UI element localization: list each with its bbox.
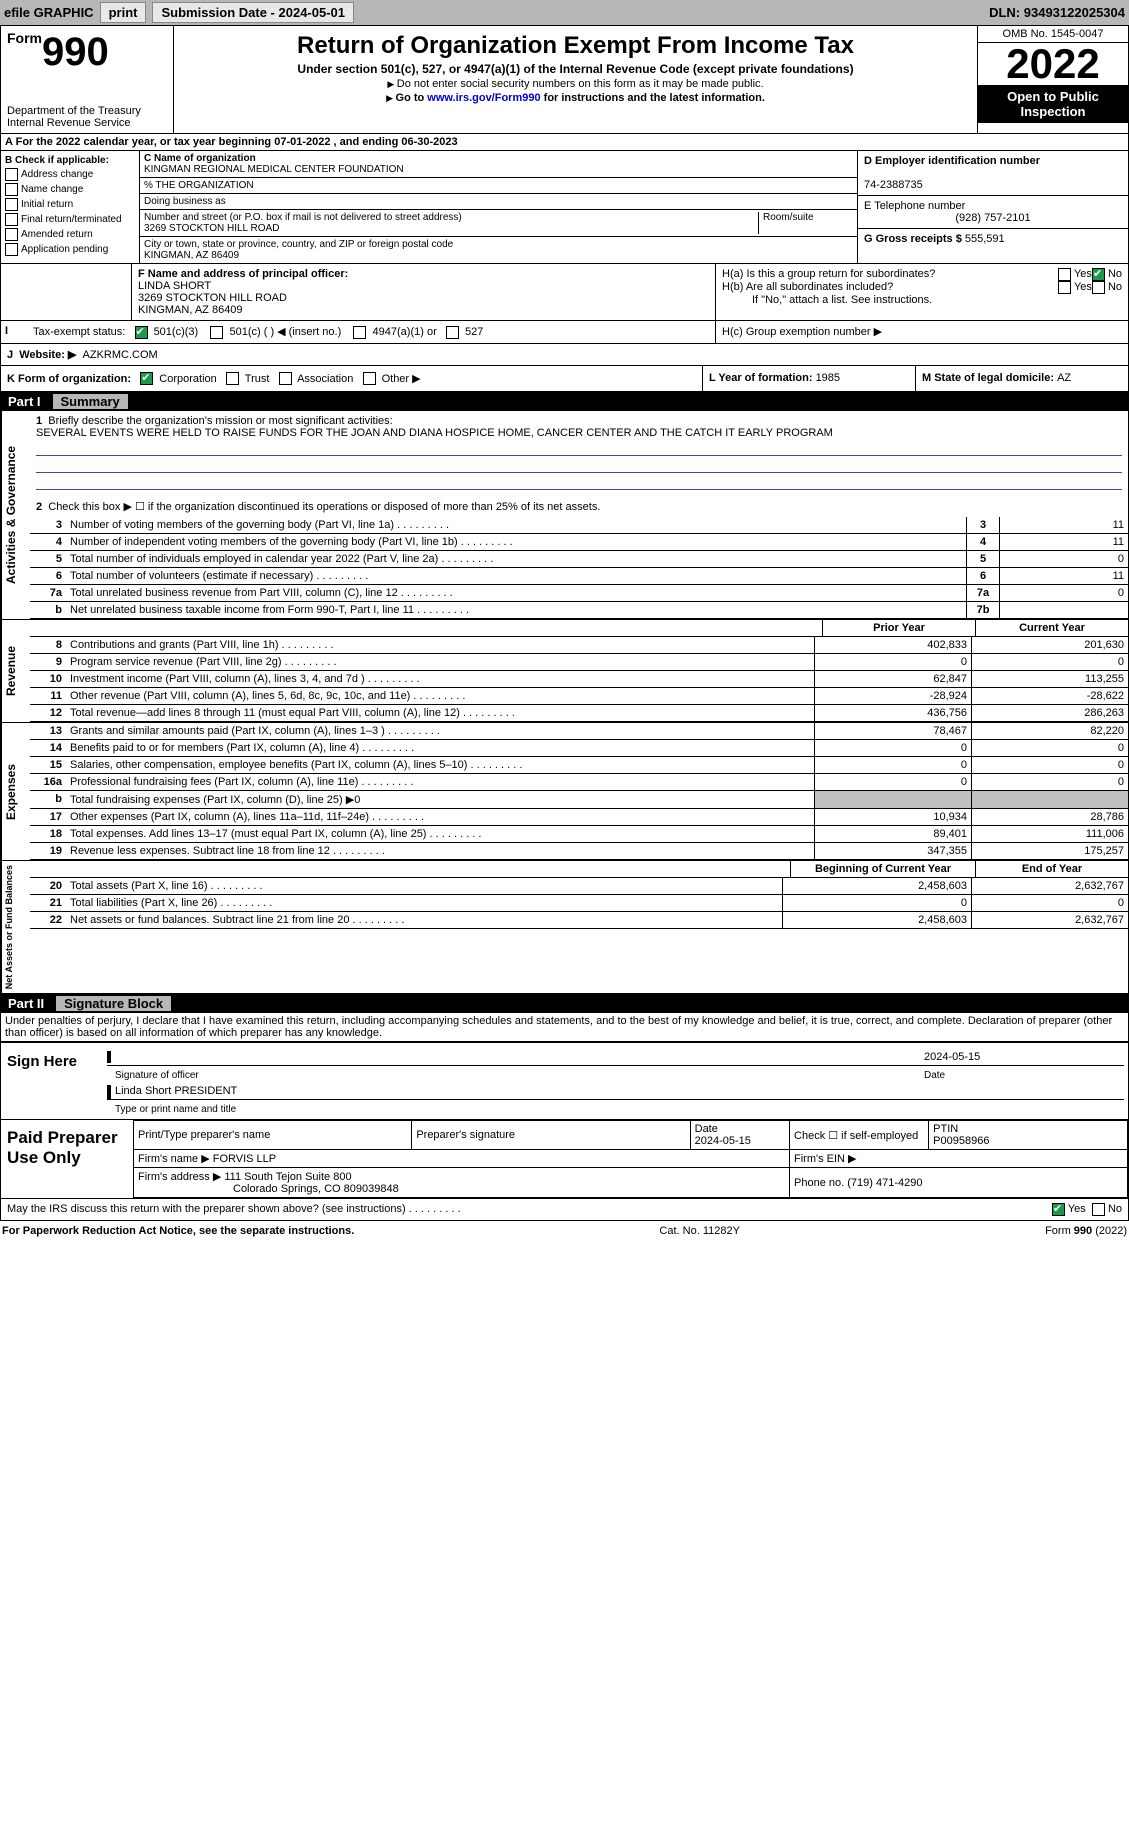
expense-line: 14Benefits paid to or for members (Part … <box>30 740 1128 757</box>
care-of: % THE ORGANIZATION <box>140 178 857 194</box>
website-row: J Website: ▶ AZKRMC.COM <box>0 344 1129 366</box>
page-footer: For Paperwork Reduction Act Notice, see … <box>0 1221 1129 1241</box>
summary-line: 6Total number of volunteers (estimate if… <box>30 568 1128 585</box>
officer-group-block: F Name and address of principal officer:… <box>0 264 1129 321</box>
preparer-phone: (719) 471-4290 <box>847 1177 922 1189</box>
revenue-section: Revenue Prior YearCurrent Year 8Contribu… <box>0 620 1129 723</box>
mission-text: SEVERAL EVENTS WERE HELD TO RAISE FUNDS … <box>36 427 833 439</box>
revenue-line: 10Investment income (Part VIII, column (… <box>30 671 1128 688</box>
telephone: (928) 757-2101 <box>864 212 1122 224</box>
klm-row: K Form of organization: Corporation Trus… <box>0 366 1129 393</box>
year-formation: 1985 <box>816 372 840 384</box>
expense-line: 17Other expenses (Part IX, column (A), l… <box>30 809 1128 826</box>
irs-label: Internal Revenue Service <box>7 117 167 129</box>
box-c: C Name of organizationKINGMAN REGIONAL M… <box>140 151 857 263</box>
summary-line: 4Number of independent voting members of… <box>30 534 1128 551</box>
org-name: KINGMAN REGIONAL MEDICAL CENTER FOUNDATI… <box>144 164 404 175</box>
summary-line: 7aTotal unrelated business revenue from … <box>30 585 1128 602</box>
expense-line: 18Total expenses. Add lines 13–17 (must … <box>30 826 1128 843</box>
part2-header: Part IISignature Block <box>0 994 1129 1013</box>
ein: 74-2388735 <box>864 179 923 191</box>
city-state-zip: KINGMAN, AZ 86409 <box>144 250 239 261</box>
part1-header: Part ISummary <box>0 392 1129 411</box>
summary-line: 5Total number of individuals employed in… <box>30 551 1128 568</box>
expense-line: 15Salaries, other compensation, employee… <box>30 757 1128 774</box>
instructions-note: Go to www.irs.gov/Form990 for instructio… <box>182 92 969 104</box>
firm-name: FORVIS LLP <box>213 1153 276 1165</box>
efile-label: efile GRAPHIC <box>4 5 94 20</box>
revenue-line: 9Program service revenue (Part VIII, lin… <box>30 654 1128 671</box>
open-inspection: Open to Public Inspection <box>978 85 1128 123</box>
top-bar: efile GRAPHIC print Submission Date - 20… <box>0 0 1129 25</box>
netasset-line: 20Total assets (Part X, line 16) 2,458,6… <box>30 878 1128 895</box>
expense-line: 19Revenue less expenses. Subtract line 1… <box>30 843 1128 860</box>
netasset-line: 21Total liabilities (Part X, line 26) 00 <box>30 895 1128 912</box>
website: AZKRMC.COM <box>83 349 158 361</box>
discuss-row: May the IRS discuss this return with the… <box>0 1199 1129 1221</box>
ptin: P00958966 <box>933 1135 989 1147</box>
box-hc: H(c) Group exemption number ▶ <box>715 321 1128 343</box>
dln: DLN: 93493122025304 <box>989 5 1125 20</box>
form-title: Return of Organization Exempt From Incom… <box>182 32 969 60</box>
officer-print-name: Linda Short PRESIDENT <box>115 1085 237 1097</box>
box-b: B Check if applicable: Address change Na… <box>1 151 140 263</box>
paid-preparer: Paid Preparer Use Only Print/Type prepar… <box>0 1120 1129 1199</box>
expense-line: bTotal fundraising expenses (Part IX, co… <box>30 791 1128 809</box>
form-header: Form990 Department of the Treasury Inter… <box>0 25 1129 134</box>
expenses-section: Expenses 13Grants and similar amounts pa… <box>0 723 1129 861</box>
netassets-section: Net Assets or Fund Balances Beginning of… <box>0 861 1129 994</box>
expense-line: 16aProfessional fundraising fees (Part I… <box>30 774 1128 791</box>
perjury-declaration: Under penalties of perjury, I declare th… <box>0 1013 1129 1042</box>
form-footer: Form 990 (2022) <box>1045 1225 1127 1237</box>
submission-date: Submission Date - 2024-05-01 <box>152 2 354 23</box>
officer-name: LINDA SHORT <box>138 280 211 292</box>
tax-year: 2022 <box>978 43 1128 85</box>
privacy-note: Do not enter social security numbers on … <box>182 78 969 90</box>
identity-block: B Check if applicable: Address change Na… <box>0 151 1129 264</box>
summary-line: 3Number of voting members of the governi… <box>30 517 1128 534</box>
netasset-line: 22Net assets or fund balances. Subtract … <box>30 912 1128 929</box>
revenue-line: 11Other revenue (Part VIII, column (A), … <box>30 688 1128 705</box>
irs-link[interactable]: www.irs.gov/Form990 <box>427 92 540 104</box>
form-number: Form990 <box>7 30 167 75</box>
print-button[interactable]: print <box>100 2 147 23</box>
form-subtitle: Under section 501(c), 527, or 4947(a)(1)… <box>182 62 969 76</box>
expense-line: 13Grants and similar amounts paid (Part … <box>30 723 1128 740</box>
tax-exempt-row: I Tax-exempt status: 501(c)(3) 501(c) ( … <box>0 321 1129 344</box>
revenue-line: 12Total revenue—add lines 8 through 11 (… <box>30 705 1128 722</box>
domicile-state: AZ <box>1057 372 1071 384</box>
tax-period: A For the 2022 calendar year, or tax yea… <box>0 134 1129 151</box>
box-d: D Employer identification number74-23887… <box>858 151 1128 196</box>
department: Department of the Treasury <box>7 105 167 117</box>
street-address: 3269 STOCKTON HILL ROAD <box>144 223 279 234</box>
revenue-line: 8Contributions and grants (Part VIII, li… <box>30 637 1128 654</box>
sign-date: 2024-05-15 <box>924 1051 1124 1063</box>
activities-governance: Activities & Governance 1 Briefly descri… <box>0 411 1129 620</box>
gross-receipts: 555,591 <box>965 233 1005 245</box>
sign-here: Sign Here 2024-05-15 Signature of office… <box>0 1042 1129 1120</box>
box-e: E Telephone number(928) 757-2101 <box>858 196 1128 229</box>
summary-line: bNet unrelated business taxable income f… <box>30 602 1128 619</box>
box-g: G Gross receipts $ 555,591 <box>858 229 1128 249</box>
